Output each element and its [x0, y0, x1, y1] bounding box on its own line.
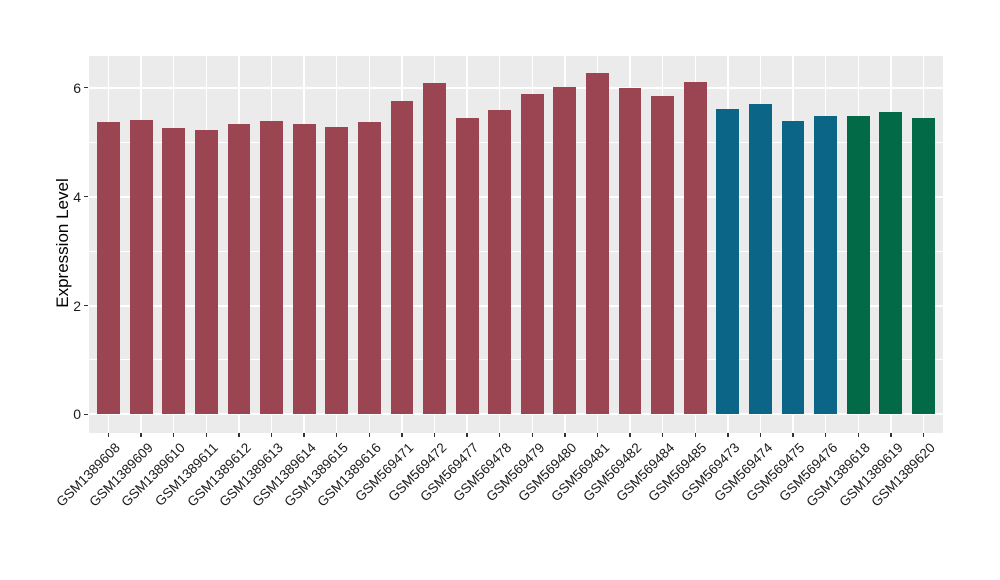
x-tick-mark [694, 433, 697, 437]
bar-gsm1389608 [97, 122, 120, 415]
bar-gsm569474 [749, 103, 772, 415]
x-tick-mark [140, 433, 142, 437]
minor-gridline [89, 141, 943, 143]
x-tick-mark [238, 433, 240, 437]
bar-gsm569473 [716, 109, 740, 415]
y-tick-mark [84, 195, 88, 198]
bar-gsm569472 [423, 82, 446, 415]
x-tick-mark [433, 433, 436, 437]
bar-gsm569480 [553, 86, 577, 415]
y-tick-label: 4 [73, 188, 81, 205]
x-tick-mark [890, 433, 892, 437]
bar-gsm1389611 [194, 129, 218, 415]
x-tick-mark [368, 433, 371, 437]
bar-gsm1389619 [879, 112, 903, 415]
y-tick-mark [84, 86, 88, 89]
x-tick-mark [922, 433, 925, 437]
y-tick-label: 0 [73, 406, 81, 423]
bar-gsm569477 [455, 117, 479, 415]
x-tick-mark [596, 433, 599, 437]
major-gridline [89, 304, 943, 307]
bar-gsm569478 [488, 109, 512, 415]
bar-gsm569475 [781, 121, 805, 415]
minor-gridline [89, 250, 943, 252]
x-tick-mark [661, 433, 664, 437]
bar-gsm1389620 [912, 117, 935, 415]
bar-gsm1389610 [162, 128, 186, 415]
major-gridline [89, 86, 943, 89]
major-gridline [89, 195, 943, 198]
x-tick-mark [205, 433, 208, 437]
bar-gsm1389618 [846, 116, 870, 415]
y-tick-label: 6 [73, 79, 81, 96]
bar-gsm569484 [651, 96, 675, 415]
x-tick-mark [792, 433, 794, 437]
x-tick-mark [759, 433, 762, 437]
x-tick-mark [270, 433, 273, 437]
bar-gsm1389613 [260, 120, 283, 415]
x-tick-mark [727, 433, 729, 437]
x-tick-mark [531, 433, 534, 437]
y-tick-label: 2 [73, 297, 81, 314]
x-tick-mark [335, 433, 338, 437]
bar-gsm1389614 [292, 124, 316, 415]
x-tick-mark [498, 433, 501, 437]
x-tick-mark [172, 433, 175, 437]
x-tick-mark [857, 433, 859, 437]
x-tick-mark [824, 433, 827, 437]
y-tick-mark [84, 413, 88, 416]
major-gridline [89, 413, 943, 416]
bar-gsm569481 [586, 73, 609, 415]
bar-gsm569485 [683, 81, 707, 415]
bar-gsm569471 [390, 101, 414, 415]
x-tick-mark [401, 433, 403, 437]
minor-gridline [89, 359, 943, 361]
bar-gsm1389615 [325, 126, 349, 415]
x-tick-mark [564, 433, 566, 437]
x-tick-mark [629, 433, 631, 437]
y-tick-mark [84, 304, 88, 307]
bar-gsm1389609 [129, 120, 153, 415]
bar-gsm569482 [618, 88, 642, 415]
bar-gsm1389612 [227, 124, 251, 415]
bar-gsm569476 [814, 115, 838, 415]
x-tick-mark [303, 433, 305, 437]
plot-panel [89, 56, 943, 433]
x-tick-mark [466, 433, 468, 437]
bar-gsm1389616 [357, 122, 381, 415]
x-tick-mark [107, 433, 110, 437]
bar-gsm569479 [520, 93, 544, 415]
